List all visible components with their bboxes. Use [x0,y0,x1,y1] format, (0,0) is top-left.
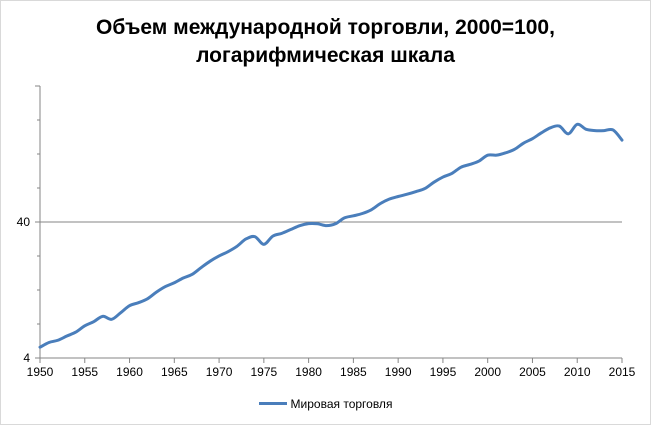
x-tick-label: 1960 [116,365,143,379]
x-tick-label: 1990 [385,365,412,379]
x-tick-label: 1985 [340,365,367,379]
series-line [40,124,622,347]
x-tick-label: 1955 [71,365,98,379]
x-tick-label: 1975 [250,365,277,379]
x-tick-label: 2015 [609,365,636,379]
y-tick-label: 40 [17,215,31,229]
x-tick-label: 2010 [564,365,591,379]
legend-swatch [259,402,287,405]
x-tick-label: 1995 [430,365,457,379]
legend-label: Мировая торговля [291,397,393,411]
x-tick-label: 1965 [161,365,188,379]
y-tick-label: 4 [23,351,30,365]
x-tick-label: 1950 [27,365,54,379]
x-tick-label: 1980 [295,365,322,379]
x-tick-label: 2005 [519,365,546,379]
x-tick-label: 1970 [206,365,233,379]
x-tick-label: 2000 [474,365,501,379]
legend: Мировая торговля [0,396,651,411]
